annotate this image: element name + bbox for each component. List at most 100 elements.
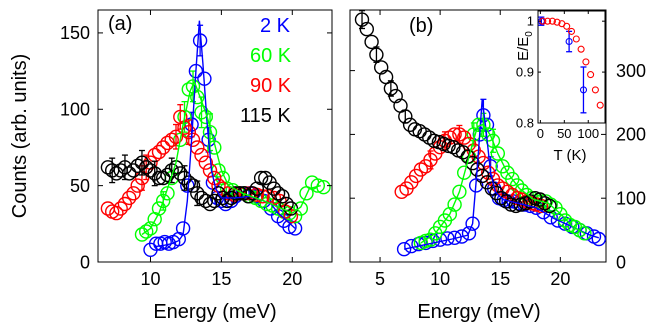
- x-tick-label-2: 20: [282, 269, 302, 289]
- inset-frame: [537, 10, 606, 124]
- y-tick-label-0: 0: [616, 252, 626, 272]
- point-red-3: [553, 18, 561, 26]
- point-115k-21: [455, 145, 471, 160]
- point-blue-1: [565, 37, 573, 46]
- point-115k-32: [236, 186, 252, 201]
- point-90k-7: [130, 178, 145, 193]
- point-60k-2: [143, 221, 158, 236]
- point-60k-8: [452, 184, 467, 200]
- panel-b-frame: [349, 9, 607, 263]
- point-2k-7: [447, 230, 462, 246]
- point-90k-6: [126, 186, 141, 201]
- point-115k-26: [211, 186, 226, 201]
- point-60k-34: [577, 226, 592, 241]
- panel-b-xlabel: Energy (meV): [417, 301, 540, 323]
- point-60k-16: [490, 146, 505, 161]
- point-115k-28: [489, 185, 504, 201]
- point-red-5: [563, 22, 571, 30]
- legend-entry-90k: 90 K: [250, 75, 292, 97]
- fit-line-60k: [141, 79, 321, 236]
- point-115k-37: [258, 170, 273, 186]
- point-red-9: [582, 58, 590, 66]
- point-60k-7: [447, 197, 462, 212]
- point-red-10: [587, 71, 595, 79]
- point-115k-27: [484, 181, 499, 196]
- point-115k-12: [412, 123, 427, 139]
- y-tick-label-2: 100: [60, 100, 90, 120]
- point-115k-10: [143, 163, 158, 178]
- point-90k-24: [202, 163, 218, 178]
- point-115k-12: [151, 170, 167, 186]
- x-tick-label-0: 5: [375, 269, 385, 289]
- point-115k-36: [253, 170, 269, 186]
- point-2k-8: [454, 229, 469, 244]
- point-90k-21: [190, 140, 205, 155]
- panel-b: 5 10 15 20 0 100 200 300 (b) Energy (meV) 0 50 1…: [349, 9, 646, 323]
- point-blue-2: [579, 86, 588, 94]
- point-115k-3: [369, 47, 384, 62]
- x-tick-label-0: 10: [140, 269, 160, 289]
- point-115k-0: [354, 12, 370, 27]
- x-tick-label-0: 0: [537, 126, 544, 141]
- point-115k-40: [270, 186, 286, 201]
- point-red-11: [591, 86, 599, 94]
- legend-entry-60k: 60 K: [250, 45, 292, 67]
- point-red-7: [572, 35, 580, 43]
- point-90k-34: [255, 189, 270, 204]
- fit-line-60k: [420, 123, 585, 244]
- y-tick-label-1: 100: [616, 189, 646, 209]
- point-90k-22: [194, 147, 209, 163]
- point-60k-1: [138, 224, 154, 239]
- y-tick-label-3: 300: [616, 61, 646, 81]
- point-115k-2: [364, 34, 379, 50]
- point-115k-39: [542, 198, 557, 214]
- panel-a-label: (a): [108, 13, 132, 35]
- point-115k-5: [121, 166, 137, 181]
- y-tick-label-2: 200: [616, 125, 646, 145]
- point-red-6: [567, 27, 576, 35]
- y-tick-label-0: 0.8: [516, 116, 534, 131]
- point-2k-9: [461, 226, 477, 241]
- point-115k-4: [374, 60, 389, 75]
- panel-b-label: (b): [409, 15, 433, 37]
- point-115k-43: [283, 201, 299, 216]
- point-115k-1: [359, 21, 374, 37]
- fit-line-2k: [403, 99, 600, 250]
- y-tick-label-2: 1: [527, 14, 534, 29]
- point-90k-3: [113, 201, 128, 216]
- y-tick-label-1: 50: [70, 176, 90, 196]
- point-115k-34: [245, 186, 260, 201]
- point-90k-20: [185, 132, 201, 148]
- legend-entry-115k: 115 K: [240, 105, 291, 127]
- y-tick-label-3: 150: [60, 23, 90, 43]
- point-60k-36: [310, 178, 325, 193]
- point-115k-7: [130, 158, 145, 174]
- inset-xlabel: T (K): [553, 147, 586, 164]
- panel-a-ylabel: Counts (arb. units): [9, 54, 31, 219]
- point-60k-14: [194, 105, 209, 120]
- point-90k-23: [198, 155, 214, 170]
- x-tick-label-2: 100: [577, 126, 599, 141]
- point-115k-28: [219, 193, 235, 209]
- point-115k-20: [185, 178, 201, 193]
- legend: 2 K 60 K 90 K 115 K: [240, 15, 292, 127]
- point-115k-8: [134, 155, 150, 170]
- point-red-8: [577, 45, 585, 53]
- point-115k-21: [190, 186, 205, 201]
- point-60k-4: [151, 201, 167, 216]
- point-90k-11: [147, 147, 162, 163]
- point-115k-23: [198, 193, 214, 209]
- point-60k-10: [177, 109, 192, 125]
- point-115k-6: [383, 81, 399, 96]
- panel-a-xlabel: Energy (meV): [153, 301, 276, 323]
- point-115k-33: [241, 189, 256, 204]
- point-115k-7: [388, 88, 403, 104]
- point-90k-16: [168, 129, 184, 145]
- x-tick-label-3: 20: [550, 269, 570, 289]
- point-60k-9: [457, 165, 472, 180]
- point-115k-18: [177, 170, 192, 186]
- point-60k-5: [155, 193, 171, 209]
- point-2k-0: [396, 241, 412, 257]
- point-60k-6: [442, 206, 457, 222]
